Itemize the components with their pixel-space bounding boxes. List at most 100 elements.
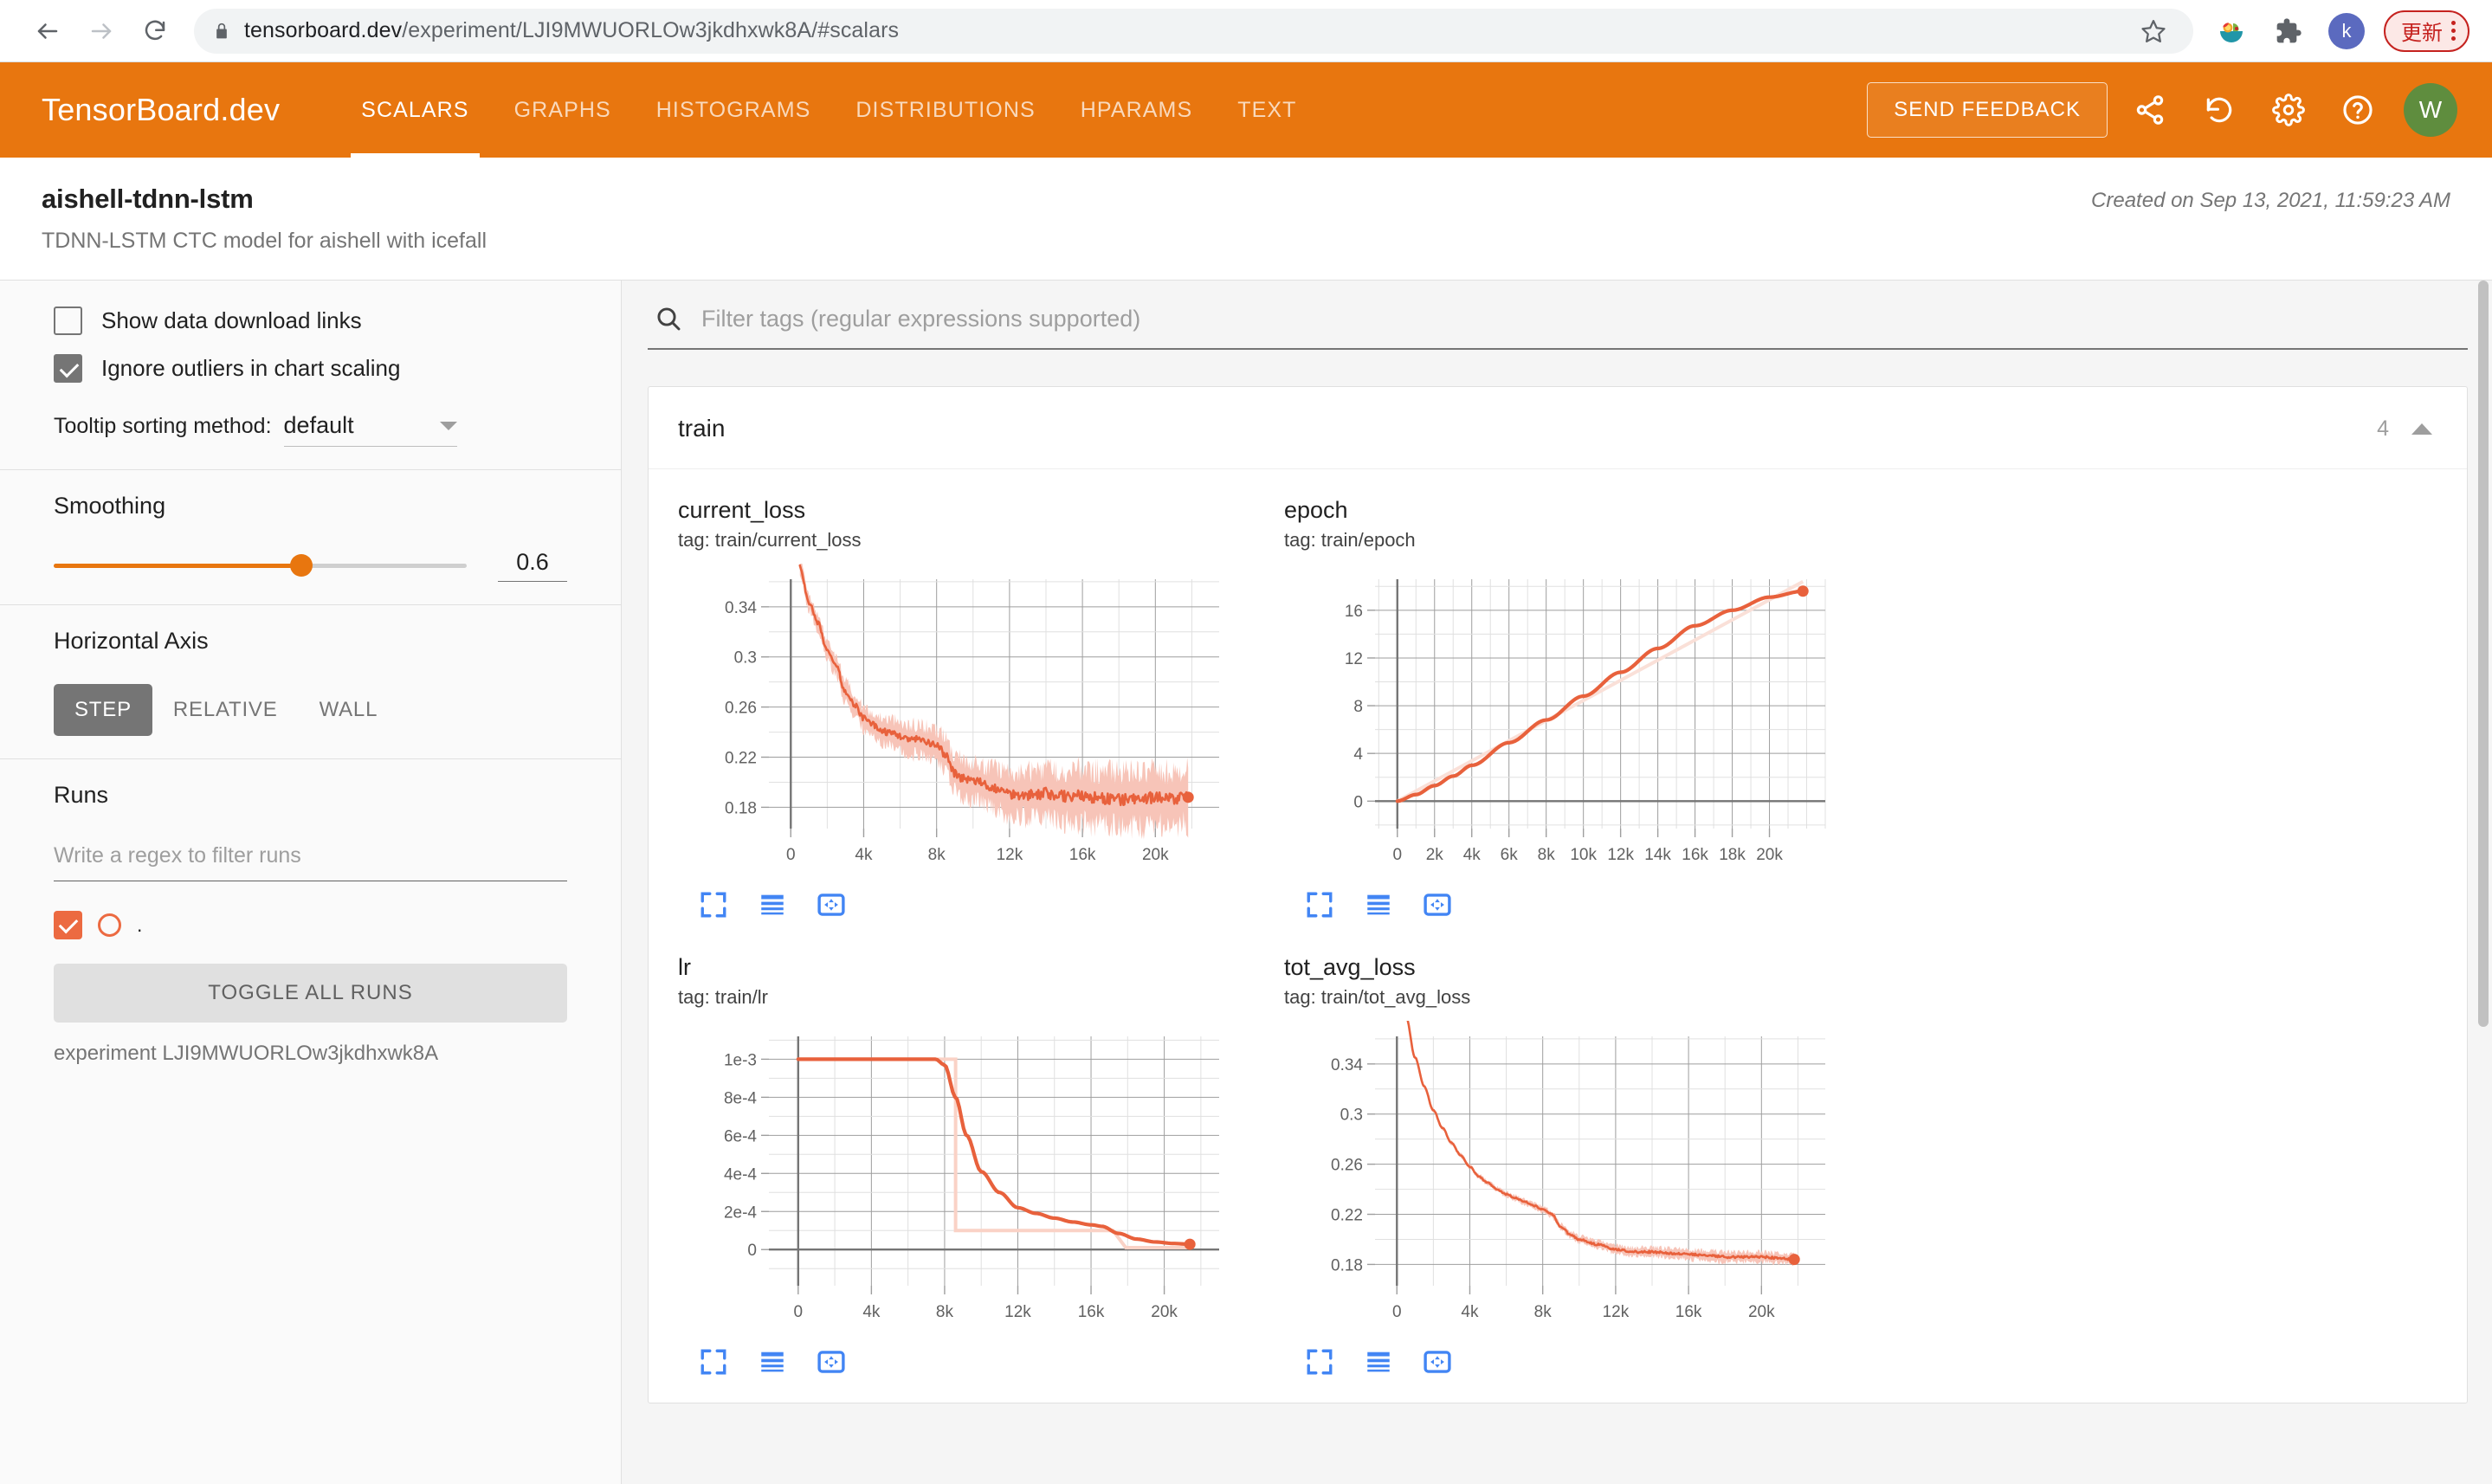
expand-icon[interactable]: [1305, 1347, 1334, 1377]
smoothing-slider[interactable]: [54, 554, 467, 577]
tab-hparams[interactable]: HPARAMS: [1080, 97, 1193, 122]
scrollbar-thumb[interactable]: [2478, 281, 2489, 1027]
send-feedback-button[interactable]: SEND FEEDBACK: [1867, 82, 2108, 138]
chart-card: current_loss tag: train/current_loss 0.18 0…: [662, 488, 1269, 945]
raw-series-band: [799, 558, 1189, 840]
chart-canvas[interactable]: 0.18 0.22 0.26 0.3 0.34 0 4k 8k 12k 16k 20k: [678, 558, 1255, 880]
chart-plot[interactable]: 0 2e-4 4e-4 6e-4 8e-4 1e-3 0 4k 8k 12k 16k 20k: [678, 1021, 1255, 1332]
chart-title: current_loss: [678, 497, 806, 523]
chart-action-bar: [678, 890, 1255, 919]
smoothing-slider-thumb[interactable]: [290, 554, 313, 577]
horizontal-axis-heading: Horizontal Axis: [54, 628, 209, 654]
x-axis-tick-label: 8k: [936, 1303, 954, 1321]
pan-icon[interactable]: [1423, 1347, 1452, 1377]
y-axis-tick-label: 1e-3: [724, 1051, 757, 1069]
ignore-outliers-checkbox[interactable]: [54, 354, 82, 383]
ignore-outliers-label: Ignore outliers in chart scaling: [101, 355, 401, 381]
refresh-icon[interactable]: [2192, 83, 2246, 137]
smoothed-series-line: [1395, 589, 1805, 803]
run-list-item[interactable]: .: [54, 911, 567, 939]
raw-series-line: [1396, 579, 1804, 803]
puzzle-piece-icon[interactable]: [2266, 9, 2311, 54]
main-scrollbar[interactable]: [2476, 281, 2490, 1484]
y-axis-tick-label: 0.34: [725, 599, 757, 617]
tooltip-sorting-select[interactable]: default: [283, 412, 457, 447]
tensorboard-header: TensorBoard.dev SCALARS GRAPHS HISTOGRAM…: [0, 62, 2492, 158]
tab-histograms[interactable]: HISTOGRAMS: [655, 97, 811, 122]
chart-title: epoch: [1284, 497, 1348, 523]
y-axis-tick-label: 0.3: [734, 649, 757, 668]
tab-text[interactable]: TEXT: [1237, 97, 1297, 122]
series-endpoint-marker: [1797, 585, 1809, 597]
show-download-links-row[interactable]: Show data download links: [54, 306, 567, 335]
settings-gear-icon[interactable]: [2262, 83, 2315, 137]
x-axis-tick-label: 12k: [1603, 1303, 1630, 1321]
run-checkbox[interactable]: [54, 911, 82, 939]
axis-option-relative[interactable]: RELATIVE: [172, 698, 278, 721]
chart-action-bar: [1284, 1347, 1861, 1377]
y-axis-tick-label: 2e-4: [724, 1203, 757, 1222]
smoothing-value-field[interactable]: 0.6: [498, 549, 567, 582]
toggle-all-runs-button[interactable]: TOGGLE ALL RUNS: [54, 964, 567, 1023]
axis-option-step[interactable]: STEP: [54, 684, 152, 736]
tab-distributions[interactable]: DISTRIBUTIONS: [855, 97, 1036, 122]
data-table-icon[interactable]: [1364, 890, 1393, 919]
sidebar-options-section: Show data download links Ignore outliers…: [0, 306, 621, 447]
three-dot-menu-icon[interactable]: [2451, 21, 2456, 41]
x-axis-tick-label: 20k: [1142, 846, 1169, 864]
y-axis-tick-label: 8e-4: [724, 1089, 757, 1107]
chart-canvas[interactable]: 0.18 0.22 0.26 0.3 0.34 0 4k 8k 12k 16k 20k: [1284, 1015, 1861, 1337]
tag-filter-input[interactable]: [701, 305, 2461, 332]
pan-icon[interactable]: [1423, 890, 1452, 919]
chart-plot[interactable]: 0.18 0.22 0.26 0.3 0.34 0 4k 8k 12k 16k 20k: [1284, 1015, 1861, 1332]
experiment-id-footnote: experiment LJI9MWUORLOw3jkdhxwk8A: [54, 1042, 439, 1065]
share-icon[interactable]: [2123, 83, 2177, 137]
y-axis-tick-label: 4e-4: [724, 1165, 757, 1184]
expand-icon[interactable]: [699, 1347, 728, 1377]
update-button[interactable]: 更新: [2384, 10, 2469, 52]
help-circle-icon[interactable]: [2331, 83, 2385, 137]
pan-icon[interactable]: [817, 1347, 846, 1377]
chevron-up-icon[interactable]: [2411, 423, 2432, 435]
smoothed-series-line: [1404, 1015, 1796, 1261]
app-logo[interactable]: TensorBoard.dev: [42, 92, 281, 127]
page-body: Show data download links Ignore outliers…: [0, 281, 2492, 1484]
browser-profile-avatar[interactable]: k: [2328, 12, 2365, 49]
expand-icon[interactable]: [1305, 890, 1334, 919]
tab-scalars[interactable]: SCALARS: [339, 62, 491, 158]
forward-button[interactable]: [76, 6, 126, 56]
address-bar[interactable]: tensorboard.dev/experiment/LJI9MWUORLOw3…: [194, 8, 2193, 54]
pan-icon[interactable]: [817, 890, 846, 919]
lock-icon: [216, 23, 227, 38]
axis-option-wall[interactable]: WALL: [319, 698, 378, 721]
reload-button[interactable]: [130, 6, 180, 56]
chart-plot[interactable]: 0 4 8 12 16 0 2k 4k 6k 8k 10k 12k 14k 16k 18k 20k: [1284, 564, 1861, 875]
data-table-icon[interactable]: [758, 890, 787, 919]
x-axis-tick-label: 8k: [1538, 846, 1556, 864]
back-button[interactable]: [23, 6, 73, 56]
data-table-icon[interactable]: [1364, 1347, 1393, 1377]
data-table-icon[interactable]: [758, 1347, 787, 1377]
runs-filter-input[interactable]: [54, 838, 567, 881]
smoothed-series-line: [796, 1057, 1192, 1247]
x-axis-tick-label: 0: [1392, 1303, 1402, 1321]
star-icon[interactable]: [2133, 10, 2174, 52]
chart-canvas[interactable]: 0 2e-4 4e-4 6e-4 8e-4 1e-3 0 4k 8k 12k 16k 20k: [678, 1021, 1255, 1337]
salad-bowl-extension-icon[interactable]: [2209, 9, 2254, 54]
x-axis-tick-label: 12k: [1004, 1303, 1031, 1321]
x-axis-tick-label: 0: [794, 1303, 804, 1321]
browser-toolbar: tensorboard.dev/experiment/LJI9MWUORLOw3…: [0, 0, 2492, 62]
y-axis-tick-label: 0.18: [1331, 1256, 1363, 1274]
chart-canvas[interactable]: 0 4 8 12 16 0 2k 4k 6k 8k 10k 12k 14k 16k 18k 20k: [1284, 564, 1861, 880]
runs-section: Runs . TOGGLE ALL RUNS experiment LJI9MW…: [0, 782, 621, 1066]
chart-plot[interactable]: 0.18 0.22 0.26 0.3 0.34 0 4k 8k 12k 16k 20k: [678, 558, 1255, 875]
tab-graphs[interactable]: GRAPHS: [513, 97, 611, 122]
expand-icon[interactable]: [699, 890, 728, 919]
user-avatar[interactable]: W: [2404, 83, 2457, 137]
sidebar-divider-1: [0, 469, 621, 470]
smoothing-value: 0.6: [516, 549, 549, 575]
x-axis-tick-label: 12k: [997, 846, 1023, 864]
ignore-outliers-row[interactable]: Ignore outliers in chart scaling: [54, 354, 567, 383]
show-download-links-checkbox[interactable]: [54, 306, 82, 335]
tag-group-header[interactable]: train 4: [649, 387, 2467, 469]
